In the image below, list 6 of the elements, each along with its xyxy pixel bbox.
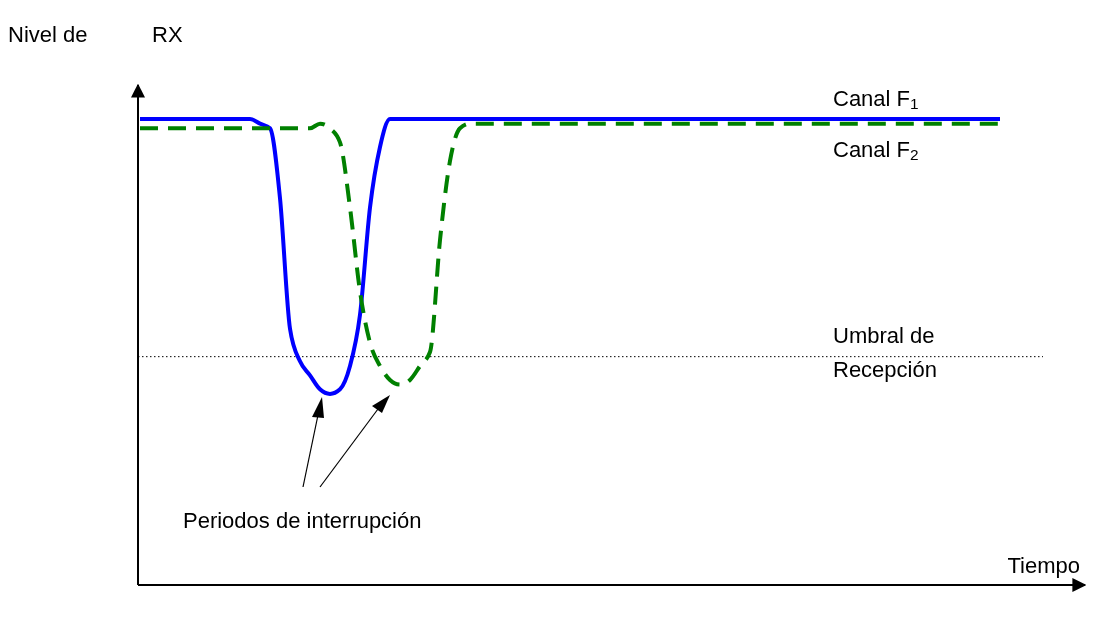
ref-line-label: Umbral de Recepción bbox=[833, 322, 937, 382]
series-label: Canal F$_{1}$ bbox=[833, 86, 919, 113]
annotation: Periodos de interrupción bbox=[183, 508, 422, 533]
text: Nivel de RX bbox=[8, 22, 183, 47]
x-axis-title: Tiempo bbox=[1007, 553, 1080, 578]
series-label: Canal F$_{2}$ bbox=[833, 136, 919, 163]
